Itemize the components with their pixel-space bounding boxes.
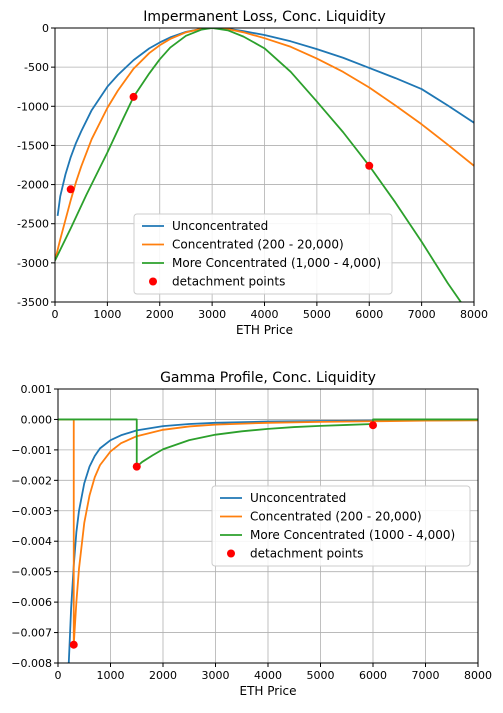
x-tick-label: 4000 xyxy=(251,308,279,321)
y-tick-label: 0.000 xyxy=(21,413,53,426)
y-tick-label: 0.001 xyxy=(21,383,53,396)
y-tick-label: −0.006 xyxy=(11,596,52,609)
legend-entry: More Concentrated (1,000 - 4,000) xyxy=(172,256,381,270)
x-tick-label: 1000 xyxy=(97,669,125,682)
plot-area xyxy=(58,418,478,663)
chart-title: Impermanent Loss, Conc. Liquidity xyxy=(143,9,386,25)
legend-entry: Unconcentrated xyxy=(250,491,346,505)
detachment-point xyxy=(132,462,141,471)
y-tick-label: -2000 xyxy=(17,179,49,192)
x-tick-label: 2000 xyxy=(149,669,177,682)
plot-area xyxy=(55,28,474,302)
detachment-point xyxy=(129,92,138,101)
legend-box xyxy=(211,485,471,567)
y-tick-label: -1500 xyxy=(17,139,49,152)
detachment-point xyxy=(66,185,75,194)
detachment-point xyxy=(69,640,78,649)
x-tick-label: 0 xyxy=(52,308,59,321)
legend-entry: detachment points xyxy=(172,275,285,289)
x-tick-label: 5000 xyxy=(303,308,331,321)
y-tick-label: −0.002 xyxy=(11,474,52,487)
legend-swatch xyxy=(149,277,157,286)
legend-entry: detachment points xyxy=(250,547,363,561)
x-tick-label: 8000 xyxy=(464,669,492,682)
x-tick-label: 8000 xyxy=(460,308,488,321)
x-tick-label: 3000 xyxy=(198,308,226,321)
x-tick-label: 6000 xyxy=(355,308,383,321)
series-line-1 xyxy=(56,28,474,217)
legend: Unconcentrated Concentrated (200 - 20,000… xyxy=(211,485,471,567)
y-tick-label: -500 xyxy=(24,61,49,74)
series-line-2 xyxy=(55,28,474,261)
legend-entry: Unconcentrated xyxy=(172,219,268,233)
chart-1: 0 1000 2000 3000 4000 5000 6000 7000 8000 0 -500 -1… xyxy=(17,9,488,337)
y-tick-label: −0.001 xyxy=(11,444,52,457)
x-tick-label: 1000 xyxy=(93,308,121,321)
y-tick-label: -3000 xyxy=(17,257,49,270)
y-tick-label: -1000 xyxy=(17,100,49,113)
y-tick-label: −0.003 xyxy=(11,505,52,518)
x-tick-label: 7000 xyxy=(408,308,436,321)
legend-entry: More Concentrated (1000 - 4,000) xyxy=(250,528,455,542)
x-tick-label: 2000 xyxy=(146,308,174,321)
x-axis-label: ETH Price xyxy=(239,684,296,698)
series-line-1 xyxy=(67,419,478,663)
detachment-point xyxy=(365,161,374,170)
y-tick-label: −0.004 xyxy=(11,535,52,548)
detachment-point xyxy=(369,421,377,430)
x-tick-label: 3000 xyxy=(202,669,230,682)
x-axis-label: ETH Price xyxy=(236,323,293,337)
y-tick-label: −0.007 xyxy=(11,627,52,640)
y-tick-label: −0.005 xyxy=(11,566,52,579)
legend: Unconcentrated Concentrated (200 - 20,000… xyxy=(133,213,393,295)
y-tick-label: -3500 xyxy=(17,296,49,309)
x-tick-label: 4000 xyxy=(254,669,282,682)
chart-2: 0 1000 2000 3000 4000 5000 6000 7000 8000 0.001 0.… xyxy=(11,370,492,698)
legend-entry: Concentrated (200 - 20,000) xyxy=(172,238,344,252)
y-tick-label: −0.008 xyxy=(11,657,52,670)
series-line-2 xyxy=(58,418,478,646)
x-tick-label: 0 xyxy=(55,669,62,682)
y-tick-label: -2500 xyxy=(17,218,49,231)
legend-box xyxy=(133,213,393,295)
y-tick-label: 0 xyxy=(42,22,49,35)
series-line-3 xyxy=(55,28,462,302)
x-tick-label: 6000 xyxy=(359,669,387,682)
chart-title: Gamma Profile, Conc. Liquidity xyxy=(160,370,376,386)
legend-swatch xyxy=(227,549,235,558)
x-tick-label: 7000 xyxy=(412,669,440,682)
legend-entry: Concentrated (200 - 20,000) xyxy=(250,510,422,524)
x-tick-label: 5000 xyxy=(307,669,335,682)
